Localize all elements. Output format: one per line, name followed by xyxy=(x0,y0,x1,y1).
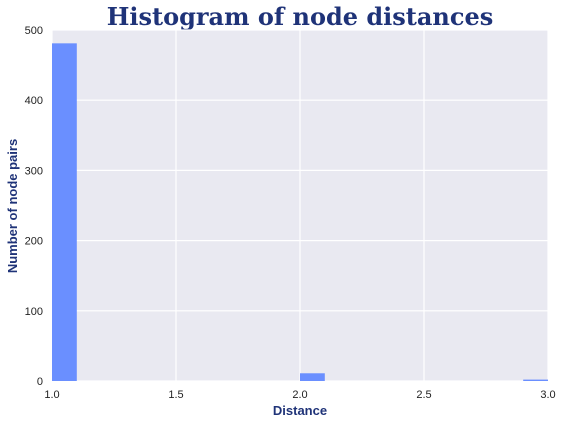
y-tick-label: 100 xyxy=(25,306,43,318)
x-tick-label: 1.0 xyxy=(44,389,59,401)
chart-title: Histogram of node distances xyxy=(107,2,494,31)
x-tick-label: 1.5 xyxy=(168,389,183,401)
y-tick-label: 0 xyxy=(37,376,43,388)
y-tick-label: 300 xyxy=(25,165,43,177)
histogram-bar xyxy=(523,379,548,381)
x-tick-label: 2.0 xyxy=(292,389,307,401)
x-tick-label: 2.5 xyxy=(416,389,431,401)
x-tick-labels: 1.0 1.5 2.0 2.5 3.0 xyxy=(44,389,555,401)
x-tick-label: 3.0 xyxy=(540,389,555,401)
histogram-bar xyxy=(300,373,325,381)
y-tick-label: 200 xyxy=(25,236,43,248)
bars-layer xyxy=(52,43,548,381)
grid-layer xyxy=(51,29,549,382)
y-tick-label: 400 xyxy=(25,95,43,107)
y-tick-labels: 0 100 200 300 400 500 xyxy=(25,25,43,388)
x-axis-label: Distance xyxy=(273,403,327,418)
histogram-bar xyxy=(52,43,77,381)
y-tick-label: 500 xyxy=(25,25,43,37)
y-axis-label: Number of node pairs xyxy=(5,139,20,273)
